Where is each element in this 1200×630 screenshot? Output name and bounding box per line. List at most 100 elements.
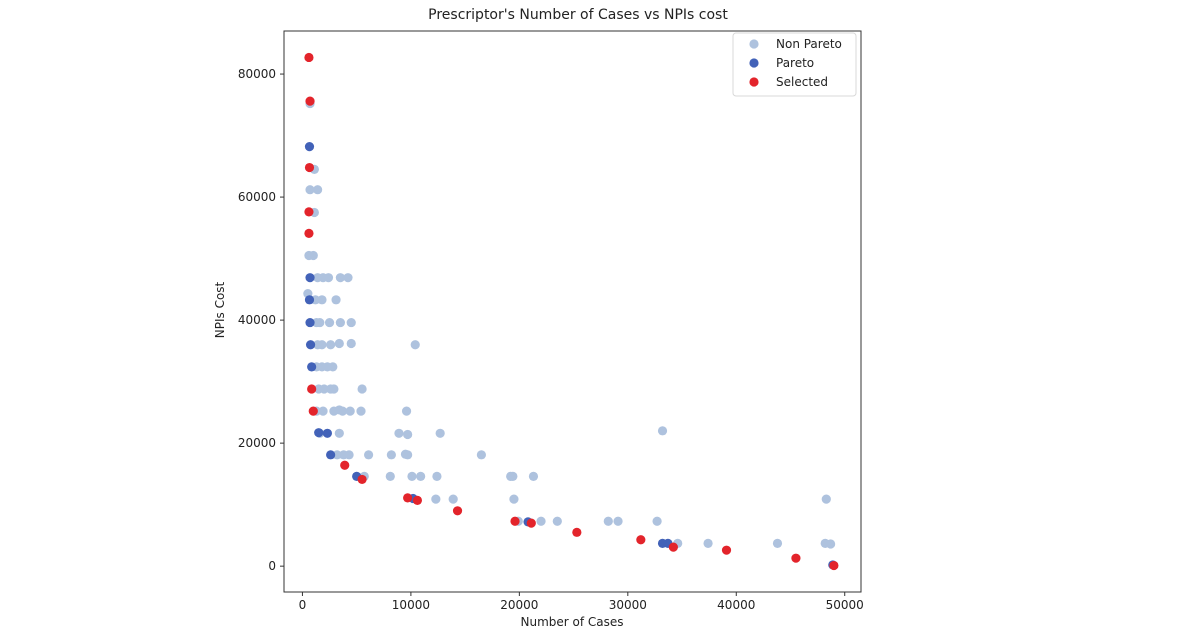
x-tick-label: 50000 xyxy=(826,598,864,612)
non-pareto-point xyxy=(335,273,345,283)
selected-point xyxy=(305,96,315,106)
y-tick-label: 40000 xyxy=(238,313,276,327)
non-pareto-point xyxy=(385,471,395,481)
non-pareto-point xyxy=(345,406,355,416)
pareto-point xyxy=(305,340,316,350)
non-pareto-point xyxy=(346,338,356,349)
pareto-point xyxy=(307,362,317,372)
non-pareto-point xyxy=(313,185,323,195)
non-pareto-point xyxy=(652,516,662,526)
legend: Non Pareto Pareto Selected xyxy=(732,32,857,97)
non-pareto-point xyxy=(552,516,562,526)
non-pareto-point xyxy=(363,450,374,460)
selected-point xyxy=(636,535,646,545)
non-pareto-point xyxy=(305,185,315,195)
pareto-point xyxy=(305,317,315,328)
selected-point xyxy=(304,207,314,217)
selected-point xyxy=(572,527,582,537)
non-pareto-point xyxy=(315,317,325,328)
y-axis-ticks: 0 20000 40000 60000 80000 xyxy=(238,67,284,573)
non-pareto-point xyxy=(431,494,441,504)
pareto-point xyxy=(326,450,336,460)
x-axis-label: Number of Cases xyxy=(520,615,623,629)
selected-point xyxy=(304,162,315,173)
selected-point xyxy=(510,516,520,526)
non-pareto-point xyxy=(326,340,336,350)
selected-point xyxy=(829,560,839,571)
non-pareto-point xyxy=(432,471,442,481)
legend-label-non-pareto: Non Pareto xyxy=(776,37,842,51)
non-pareto-point xyxy=(400,449,411,459)
non-pareto-point xyxy=(319,384,329,394)
x-tick-label: 10000 xyxy=(392,598,430,612)
non-pareto-point xyxy=(318,406,328,416)
non-pareto-point xyxy=(410,340,420,350)
non-pareto-point xyxy=(772,538,783,549)
x-tick-label: 40000 xyxy=(717,598,755,612)
legend-label-selected: Selected xyxy=(776,75,828,89)
selected-point xyxy=(791,553,801,563)
non-pareto-point xyxy=(416,471,426,481)
non-pareto-point xyxy=(357,384,367,394)
selected-point xyxy=(403,493,413,503)
non-pareto-point xyxy=(536,516,546,526)
non-pareto-point xyxy=(337,406,348,416)
non-pareto-point xyxy=(317,295,327,305)
pareto-point xyxy=(304,142,315,152)
non-pareto-point xyxy=(308,250,318,261)
selected-point xyxy=(340,460,350,470)
non-pareto-point xyxy=(528,471,539,481)
non-pareto-point xyxy=(386,450,396,460)
y-tick-label: 80000 xyxy=(238,67,276,81)
selected-point xyxy=(304,52,314,63)
non-pareto-point xyxy=(826,539,836,549)
non-pareto-point xyxy=(613,516,623,526)
non-pareto-point xyxy=(403,429,413,440)
selected-point xyxy=(357,474,367,485)
y-tick-label: 60000 xyxy=(238,190,276,204)
non-pareto-point xyxy=(346,317,356,328)
non-pareto-point xyxy=(324,317,335,328)
x-tick-label: 0 xyxy=(299,598,307,612)
non-pareto-point xyxy=(334,428,344,438)
legend-marker-non-pareto xyxy=(749,39,759,49)
non-pareto-point xyxy=(331,295,341,305)
plot-area xyxy=(283,30,862,593)
selected-point xyxy=(307,384,317,394)
selected-point xyxy=(304,228,314,238)
legend-box xyxy=(732,32,857,97)
pareto-point xyxy=(304,295,315,305)
non-pareto-point xyxy=(394,428,404,438)
non-pareto-point xyxy=(334,338,344,349)
selected-point xyxy=(668,542,678,552)
pareto-point xyxy=(314,428,324,438)
legend-marker-pareto xyxy=(749,58,759,68)
data-points xyxy=(303,52,839,571)
non-pareto-point xyxy=(328,362,338,372)
non-pareto-point xyxy=(332,450,342,460)
selected-point xyxy=(308,406,318,416)
selected-point xyxy=(526,518,536,528)
non-pareto-point xyxy=(317,340,327,350)
y-tick-label: 20000 xyxy=(238,436,276,450)
non-pareto-point xyxy=(603,516,613,526)
selected-point xyxy=(412,495,423,505)
pareto-point xyxy=(305,273,315,283)
non-pareto-point xyxy=(407,471,417,481)
pareto-point xyxy=(322,428,332,438)
y-axis-label: NPIs Cost xyxy=(213,281,227,338)
non-pareto-point xyxy=(821,494,831,504)
non-pareto-point xyxy=(329,384,339,394)
x-tick-label: 30000 xyxy=(609,598,647,612)
non-pareto-point xyxy=(344,450,354,460)
non-pareto-point xyxy=(508,471,518,481)
non-pareto-point xyxy=(356,406,366,416)
non-pareto-point xyxy=(323,273,334,283)
non-pareto-point xyxy=(703,538,713,549)
x-axis-ticks: 0 10000 20000 30000 40000 50000 xyxy=(299,592,864,612)
legend-marker-selected xyxy=(749,77,759,87)
non-pareto-point xyxy=(335,317,345,328)
non-pareto-point xyxy=(448,494,458,504)
selected-point xyxy=(721,545,732,555)
